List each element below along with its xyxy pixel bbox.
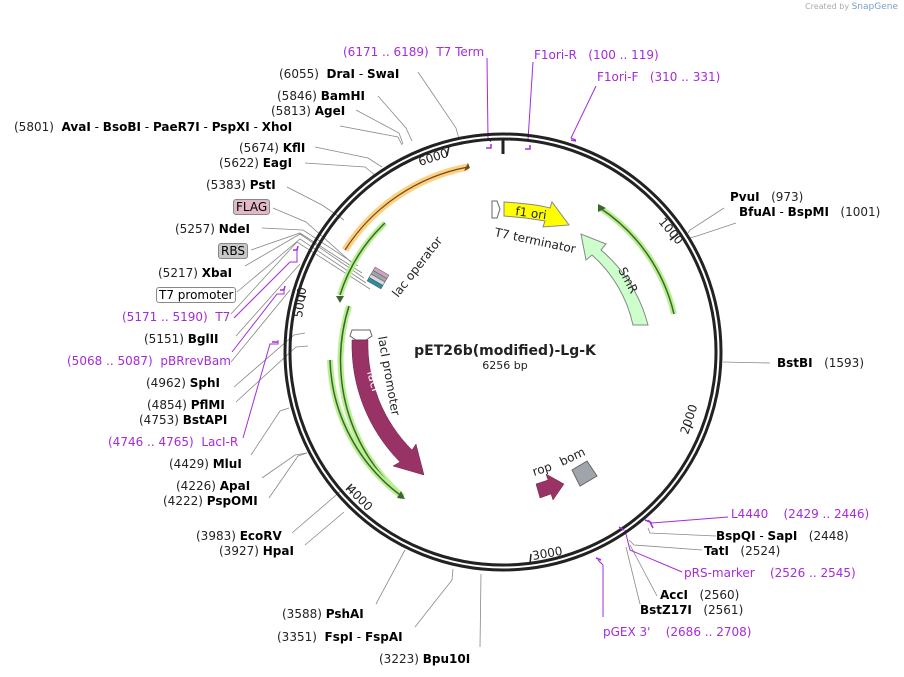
site-bpu10i[interactable]: (3223) Bpu10I [379, 652, 471, 666]
backbone-outer [283, 132, 723, 572]
primer-laci-r[interactable]: (4746 .. 4765) LacI-R [108, 435, 239, 449]
site-bstz17i[interactable]: BstZ17I (2561) [640, 603, 744, 617]
site-acci[interactable]: AccI (2560) [660, 588, 740, 602]
site-kfli[interactable]: (5674) KflI [239, 141, 306, 155]
primer-pgex-3[interactable]: pGEX 3' (2686 .. 2708) [603, 625, 752, 639]
feature-label-t7-terminator: T7 terminator [492, 225, 577, 256]
feature-bom [571, 460, 598, 487]
site-sphi[interactable]: (4962) SphI [146, 376, 220, 390]
feature-label-f1-ori: f1 ori [515, 204, 548, 222]
site-mlui[interactable]: (4429) MluI [169, 457, 242, 471]
site-tati[interactable]: TatI (2524) [704, 544, 781, 558]
plasmid-name: pET26b(modified)-Lg-K [414, 343, 597, 359]
snapgene-credit: Created by SnapGene [805, 2, 898, 12]
primer-f1ori-f[interactable]: F1ori-F (310 .. 331) [597, 70, 721, 84]
svg-text:2000: 2000 [678, 403, 701, 436]
site-pspomi[interactable]: (4222) PspOMI [163, 494, 258, 508]
site-bspqi-sapi[interactable]: BspQI - SapI (2448) [716, 529, 849, 543]
site-pflmi[interactable]: (4854) PflMI [147, 398, 225, 412]
feature-arc-orange-line [344, 166, 469, 251]
primer-marks [272, 139, 654, 561]
feature-laci-promoter [349, 329, 373, 341]
site-agei[interactable]: (5813) AgeI [271, 104, 346, 118]
feature-laci [351, 339, 425, 476]
primer-f1ori-r[interactable]: F1ori-R (100 .. 119) [534, 48, 659, 62]
site-dra1-swa1[interactable]: (6055) DraI - SwaI [279, 67, 400, 81]
site-fspi-fspai[interactable]: (3351) FspI - FspAI [277, 630, 403, 644]
site-hpai[interactable]: (3927) HpaI [219, 544, 294, 558]
feature-smr [580, 233, 649, 326]
site-ndei[interactable]: (5257) NdeI [175, 222, 250, 236]
feature-rbs-box[interactable]: RBS [218, 243, 248, 259]
site-pvui[interactable]: PvuI (973) [730, 190, 804, 204]
primer-t7-term[interactable]: (6171 .. 6189) T7 Term [343, 45, 485, 59]
site-apai[interactable]: (4226) ApaI [176, 479, 251, 493]
scale-ticks [296, 145, 694, 565]
site-eagi[interactable]: (5622) EagI [219, 156, 293, 170]
site-ecorv[interactable]: (3983) EcoRV [196, 529, 282, 543]
feature-lac-operator [366, 266, 390, 290]
feature-flag-box[interactable]: FLAG [233, 199, 271, 215]
feature-label-rop: rop [531, 459, 554, 478]
feature-arc-orange [342, 163, 469, 252]
site-xbai[interactable]: (5217) XbaI [158, 266, 233, 280]
primer-l4440[interactable]: L4440 (2429 .. 2446) [731, 507, 870, 521]
feature-label-laci: lacI [364, 369, 383, 393]
feature-f1-ori [503, 200, 570, 228]
primer-prs-marker[interactable]: pRS-marker (2526 .. 2545) [684, 566, 856, 580]
svg-text:1000: 1000 [656, 215, 686, 247]
svg-text:5000: 5000 [291, 286, 309, 318]
plasmid-length: 6256 bp [482, 359, 527, 372]
feature-label-lac-operator: lac operator [389, 234, 445, 300]
arrow-head [464, 163, 470, 171]
snapgene-logo: SnapGene [851, 2, 898, 12]
site-psti[interactable]: (5383) PstI [206, 178, 276, 192]
orf-arcs [327, 205, 677, 500]
feature-t7-terminator [491, 200, 501, 219]
svg-text:3000: 3000 [531, 544, 564, 563]
feature-rop [535, 473, 565, 501]
primer-t7[interactable]: (5171 .. 5190) T7 [122, 310, 231, 324]
site-pshai[interactable]: (3588) PshAI [282, 607, 364, 621]
site-bfuai-bspmi[interactable]: BfuAI - BspMI (1001) [739, 205, 881, 219]
site-bstbi[interactable]: BstBI (1593) [777, 356, 864, 370]
site-bstapi[interactable]: (4753) BstAPI [139, 413, 228, 427]
primer-pbrrevbam[interactable]: (5068 .. 5087) pBRrevBam [67, 354, 231, 368]
feature-t7-promoter-box[interactable]: T7 promoter [156, 287, 237, 303]
orf-arrowheads [336, 204, 606, 499]
site-xhoi-group[interactable]: (5801) AvaI - BsoBI - PaeR7I - PspXI - X… [14, 120, 293, 134]
site-bglii[interactable]: (5151) BglII [144, 332, 219, 346]
site-leader-lines [230, 71, 771, 648]
site-bamhi[interactable]: (5846) BamHI [277, 89, 365, 103]
